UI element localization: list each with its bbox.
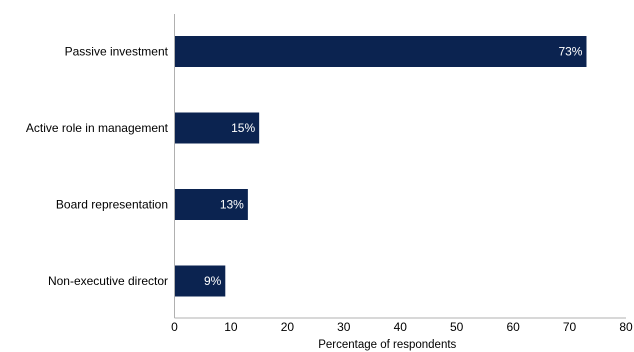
data-label-1: 73% xyxy=(558,45,582,59)
x-tick-label-60: 60 xyxy=(506,320,520,334)
x-tick-label-30: 30 xyxy=(337,320,351,334)
x-tick-label-40: 40 xyxy=(394,320,408,334)
x-tick-label-0: 0 xyxy=(171,320,178,334)
x-axis-title: Percentage of respondents xyxy=(318,339,456,351)
bars-group xyxy=(174,36,587,297)
data-label-3: 13% xyxy=(220,198,244,212)
x-tick-label-80: 80 xyxy=(619,320,633,334)
data-label-2: 15% xyxy=(231,121,255,135)
category-label-2: Active role in management xyxy=(26,121,169,135)
category-labels-group: Passive investment Active role in managem… xyxy=(26,45,169,289)
category-label-3: Board representation xyxy=(56,198,168,212)
x-tick-label-20: 20 xyxy=(281,320,295,334)
category-label-4: Non-executive director xyxy=(48,274,168,288)
x-tick-label-50: 50 xyxy=(450,320,464,334)
x-tick-labels-group: 0 10 20 30 40 50 60 70 80 xyxy=(171,320,633,334)
x-tick-label-10: 10 xyxy=(224,320,238,334)
bar-1 xyxy=(174,36,587,67)
category-label-1: Passive investment xyxy=(65,45,169,59)
x-tick-label-70: 70 xyxy=(563,320,577,334)
data-labels-group: 73% 15% 13% 9% xyxy=(204,45,583,289)
bar-3 xyxy=(174,189,248,220)
bar-4 xyxy=(174,265,226,297)
data-label-4: 9% xyxy=(204,274,222,288)
bar-2 xyxy=(174,112,260,144)
